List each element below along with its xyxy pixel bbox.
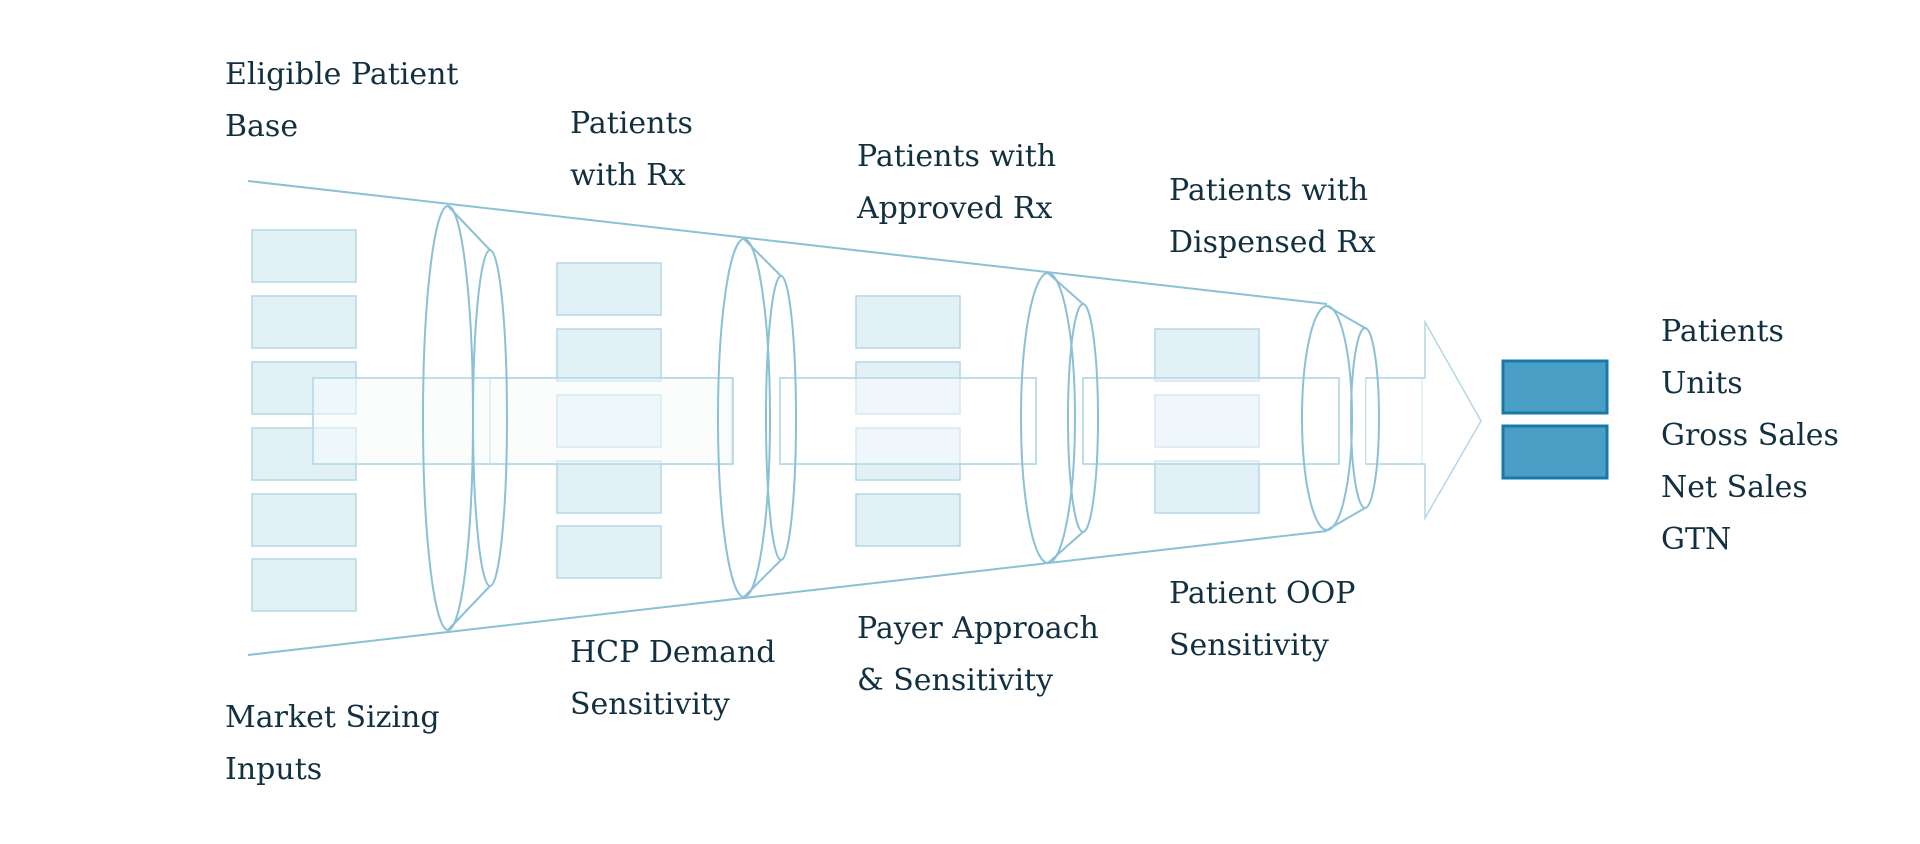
driver-label-hcp-demand-sensitivity: HCP Demand Sensitivity: [570, 635, 776, 722]
output-item-patients: Patients: [1661, 314, 1784, 349]
output-boxes: [1501, 359, 1609, 480]
funnel-ring-3: [1020, 272, 1099, 564]
stage-box: [556, 328, 662, 382]
stage-boxes-4: [1154, 328, 1260, 514]
stage-box: [556, 394, 662, 448]
driver-label-payer-approach-sensitivity: Payer Approach & Sensitivity: [857, 611, 1099, 698]
stage-box: [1154, 328, 1260, 382]
stage-box: [251, 493, 357, 547]
stage-boxes-1: [251, 229, 357, 612]
output-item-gtn: GTN: [1661, 522, 1732, 557]
driver-label-patient-oop-sensitivity: Patient OOP Sensitivity: [1169, 576, 1356, 663]
output-item-gross-sales: Gross Sales: [1661, 418, 1839, 453]
funnel-ring-2: [717, 238, 797, 598]
stage-box: [251, 229, 357, 283]
stage-label-patients-with-dispensed-rx: Patients with Dispensed Rx: [1169, 173, 1376, 260]
stage-label-eligible-patient-base: Eligible Patient Base: [225, 57, 459, 144]
funnel-top-line: [247, 180, 1328, 305]
stage-box: [251, 558, 357, 612]
pipe-overlay: [312, 377, 1423, 465]
stage-boxes-3: [855, 295, 961, 547]
stage-box: [855, 361, 961, 415]
stage-box: [251, 361, 357, 415]
stage-boxes-2: [556, 262, 662, 579]
stage-box: [251, 295, 357, 349]
pipe-overlay-1: [312, 377, 734, 465]
stage-box: [1154, 394, 1260, 448]
funnel-ring-1: [422, 205, 508, 631]
output-box: [1501, 424, 1609, 480]
output-arrow: [1366, 319, 1482, 521]
pipe-overlay-2: [779, 377, 1037, 465]
funnel-outline: [247, 180, 1380, 656]
funnel-ring-4: [1301, 305, 1380, 531]
output-box: [1501, 359, 1609, 415]
stage-box: [556, 262, 662, 316]
driver-label-market-sizing-inputs: Market Sizing Inputs: [225, 700, 440, 787]
stage-box: [556, 460, 662, 514]
stage-box: [1154, 460, 1260, 514]
output-item-net-sales: Net Sales: [1661, 470, 1808, 505]
pipe-segment-1: [312, 377, 734, 465]
stage-box: [855, 427, 961, 481]
pipe-overlay-3: [1082, 377, 1340, 465]
output-list: Patients Units Gross Sales Net Sales GTN: [1661, 306, 1839, 566]
stage-box: [855, 295, 961, 349]
stage-box: [556, 525, 662, 579]
stage-box: [251, 427, 357, 481]
stage-label-patients-with-rx: Patients with Rx: [570, 106, 693, 193]
stage-label-patients-with-approved-rx: Patients with Approved Rx: [857, 139, 1057, 226]
funnel-bottom-line: [247, 530, 1328, 656]
output-item-units: Units: [1661, 366, 1743, 401]
stage-box: [855, 493, 961, 547]
